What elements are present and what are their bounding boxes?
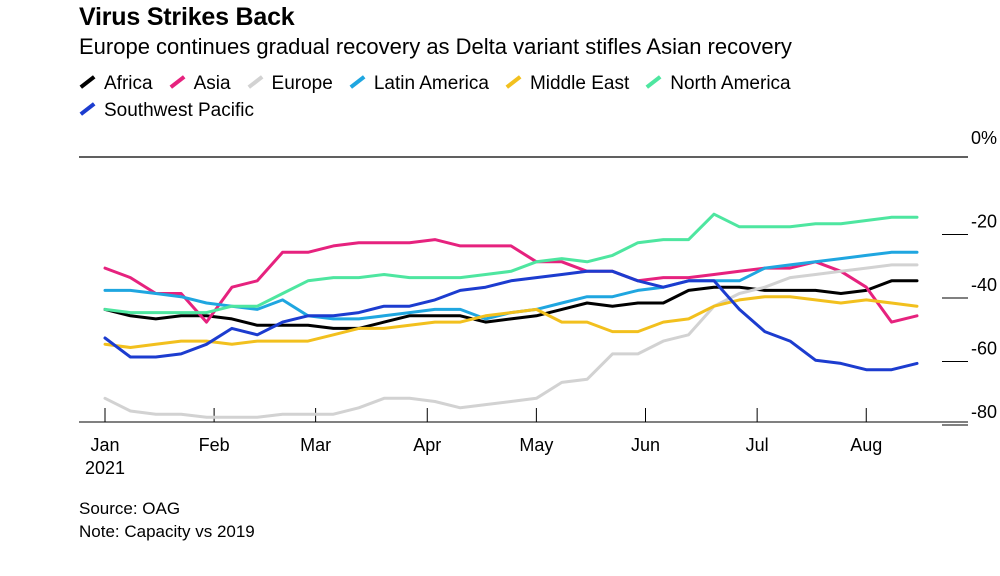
x-tick-label: Feb xyxy=(199,435,230,455)
y-tick-label: -20 xyxy=(971,212,997,232)
legend-label: Latin America xyxy=(373,73,489,94)
x-tick-label: Jul xyxy=(746,435,769,455)
legend-item-africa: Africa xyxy=(79,70,153,97)
series-line-europe xyxy=(103,263,919,419)
x-tick-label: Mar xyxy=(300,435,331,455)
x-tick-label: May xyxy=(519,435,553,455)
legend: Africa Asia Europe Latin America Middle East… xyxy=(79,70,959,124)
legend-item-latin-america: Latin America xyxy=(349,70,489,97)
series-line-africa xyxy=(103,279,919,330)
legend-label: Asia xyxy=(193,73,231,94)
x-tick-label: Apr xyxy=(413,435,441,455)
y-tick-label: -60 xyxy=(971,339,997,359)
chart-subtitle: Europe continues gradual recovery as Del… xyxy=(79,34,792,59)
legend-item-asia: Asia xyxy=(169,70,231,97)
series-line-southwest-pacific xyxy=(103,269,919,372)
x-tick-label: Jan xyxy=(90,435,119,455)
x-tick-sublabel: 2021 xyxy=(85,458,125,478)
series-line-middle-east xyxy=(103,295,919,349)
legend-item-middle-east: Middle East xyxy=(505,70,629,97)
legend-item-southwest-pacific: Southwest Pacific xyxy=(79,97,254,124)
legend-item-north-america: North America xyxy=(645,70,791,97)
capacity-note: Note: Capacity vs 2019 xyxy=(79,522,255,541)
series-line-asia xyxy=(103,238,919,324)
legend-label: Southwest Pacific xyxy=(104,100,254,121)
legend-label: Middle East xyxy=(529,73,630,94)
y-tick-label: 0% xyxy=(971,128,997,148)
legend-item-europe: Europe xyxy=(247,70,333,97)
legend-label: Europe xyxy=(271,73,333,94)
legend-label: North America xyxy=(670,73,791,94)
legend-label: Africa xyxy=(104,73,153,94)
series-line-north-america xyxy=(103,212,919,315)
chart-title: Virus Strikes Back xyxy=(79,3,295,31)
source-note: Source: OAG xyxy=(79,499,181,518)
y-tick-label: -40 xyxy=(971,275,997,295)
y-tick-label: -80 xyxy=(971,402,997,422)
x-tick-label: Aug xyxy=(850,435,882,455)
x-tick-label: Jun xyxy=(631,435,660,455)
